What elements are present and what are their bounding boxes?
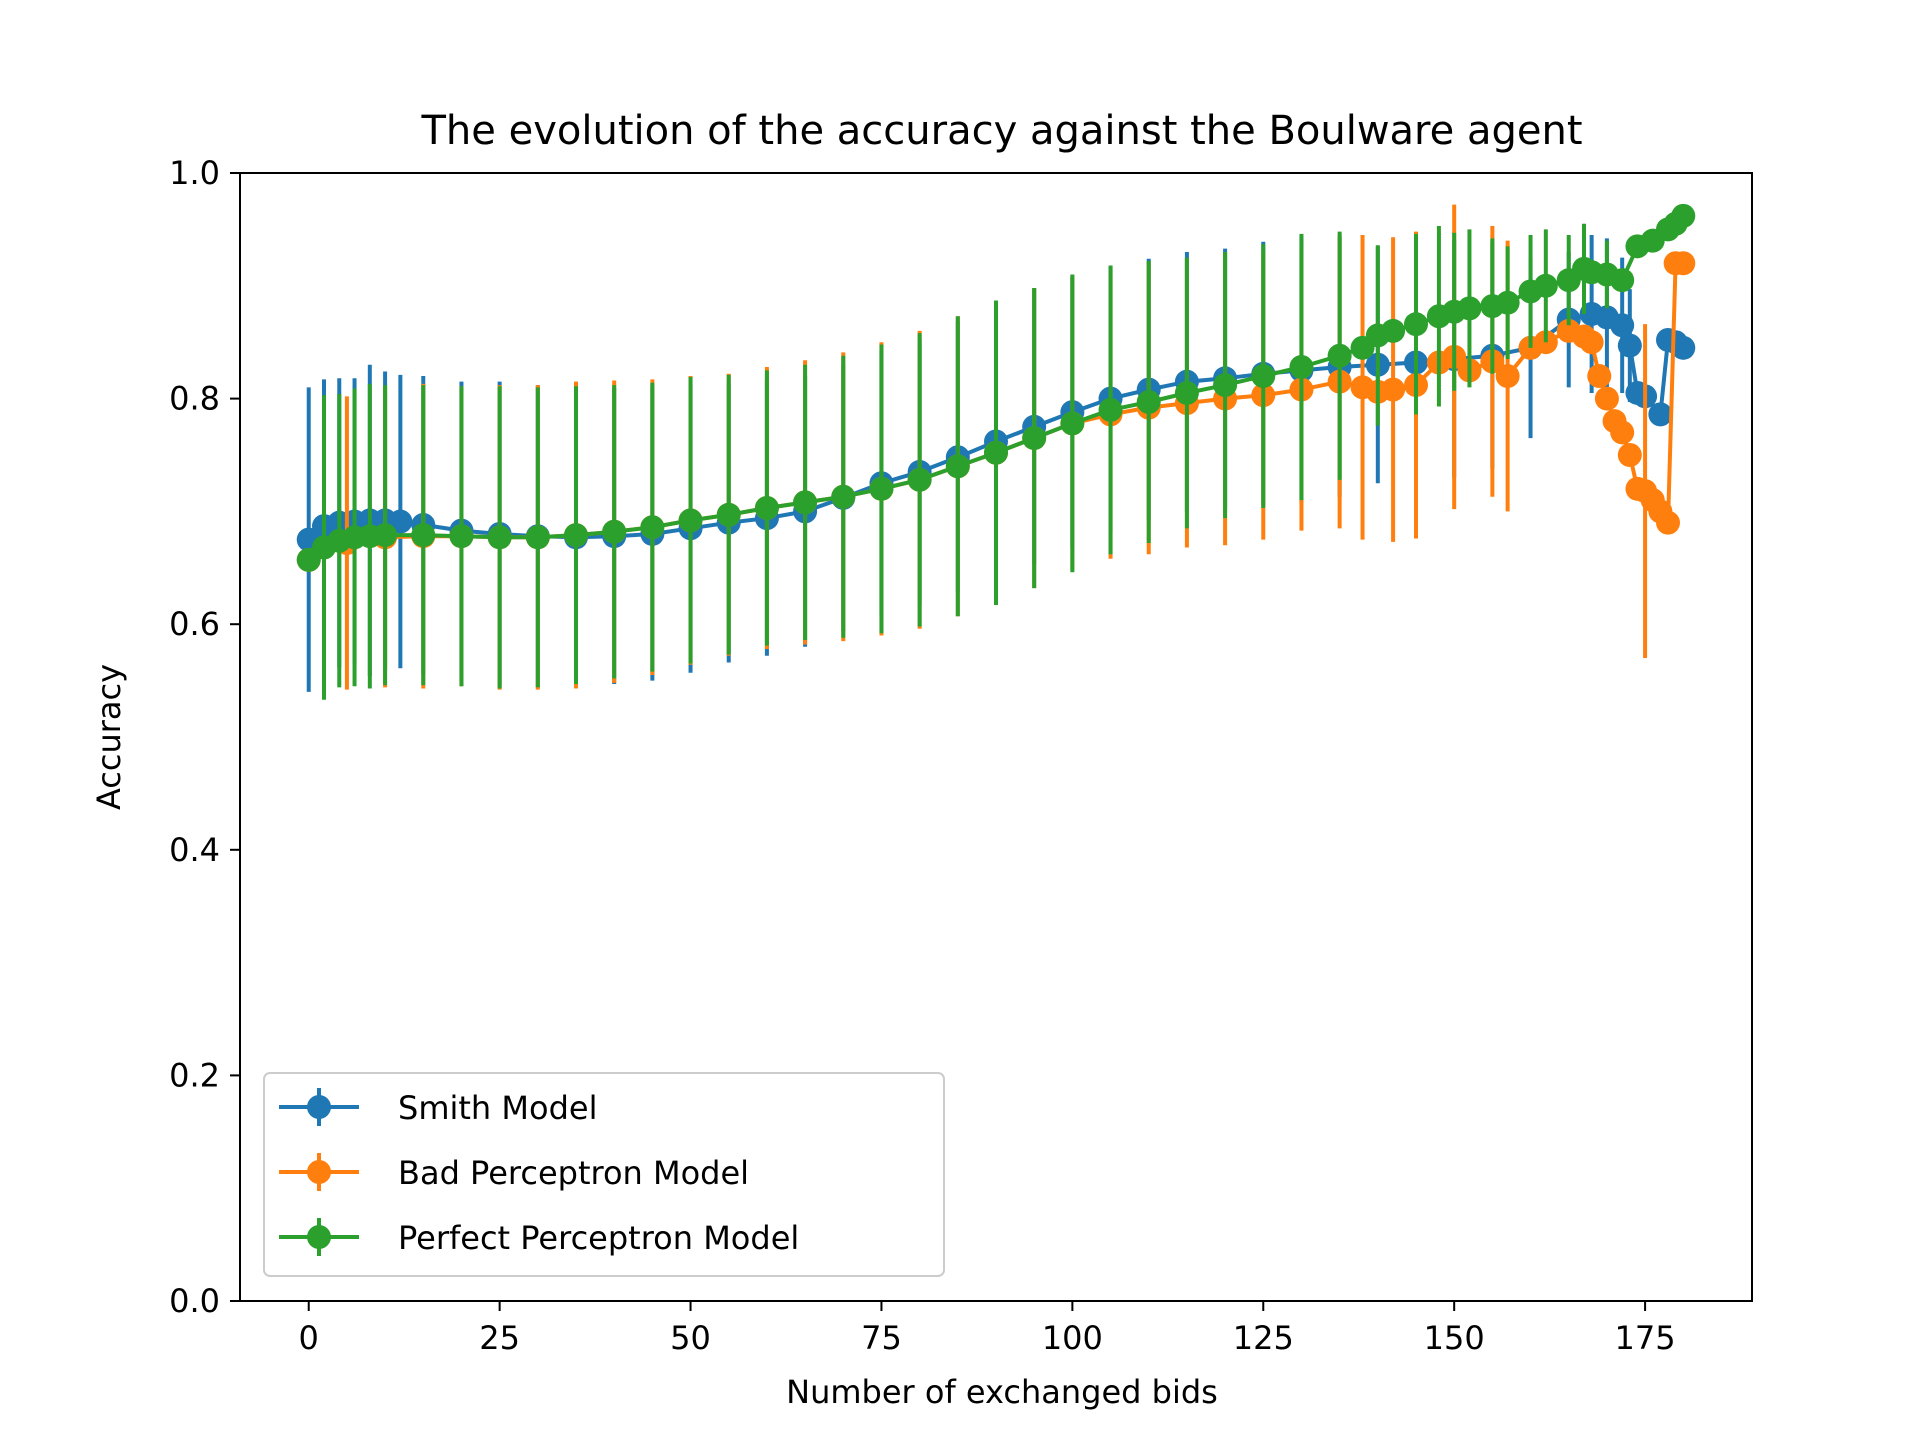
data-point [1404, 312, 1428, 337]
x-tick-label: 75 [861, 1319, 902, 1357]
data-point [1579, 330, 1604, 355]
data-point [678, 508, 703, 533]
data-point [1213, 373, 1238, 398]
x-axis-label: Number of exchanged bids [786, 1373, 1218, 1411]
x-tick-label: 0 [299, 1319, 319, 1357]
data-point [754, 496, 779, 521]
y-tick-label: 0.4 [169, 831, 220, 869]
data-point [1457, 296, 1482, 321]
x-axis: 0 25 50 75 100 125 150 175 [299, 1301, 1676, 1357]
data-point [449, 524, 474, 549]
data-point [793, 490, 818, 515]
data-point [1671, 335, 1696, 360]
data-point [1648, 402, 1673, 427]
legend-entry-smith: Smith Model [279, 1088, 597, 1127]
y-axis-label: Accuracy [90, 664, 128, 810]
data-point [1495, 290, 1520, 315]
data-point [1671, 203, 1696, 228]
series-layer [296, 203, 1696, 700]
data-point [1656, 510, 1680, 535]
data-point [1289, 355, 1314, 380]
x-tick-label: 50 [670, 1319, 711, 1357]
data-point [869, 476, 894, 501]
data-point [1060, 411, 1085, 436]
data-point [831, 484, 856, 509]
data-point [1610, 420, 1635, 445]
data-point [984, 440, 1008, 465]
data-point [602, 519, 627, 544]
data-point [1136, 389, 1161, 414]
y-axis: 0.0 0.2 0.4 0.6 0.8 1.0 [169, 154, 240, 1320]
data-point [1610, 268, 1635, 293]
data-point [1617, 333, 1642, 358]
series-2 [296, 203, 1696, 700]
data-point [1327, 343, 1352, 368]
data-point [525, 525, 550, 550]
data-point [1594, 386, 1619, 411]
data-point [564, 523, 588, 548]
legend-marker-bad-perceptron [307, 1160, 331, 1184]
x-tick-label: 125 [1233, 1319, 1294, 1357]
data-point [1098, 397, 1123, 422]
y-tick-label: 0.6 [169, 605, 220, 643]
legend-entry-perfect-perceptron: Perfect Perceptron Model [279, 1218, 799, 1257]
y-tick-label: 1.0 [169, 154, 220, 192]
legend-label-perfect-perceptron: Perfect Perceptron Model [398, 1219, 799, 1257]
data-point [1495, 364, 1520, 389]
x-tick-label: 175 [1615, 1319, 1676, 1357]
data-point [1617, 443, 1642, 467]
data-point [411, 523, 436, 548]
data-point [945, 454, 970, 479]
data-point [1381, 377, 1406, 402]
legend: Smith Model Bad Perceptron Model Perfect… [263, 1072, 945, 1277]
legend-label-smith: Smith Model [398, 1089, 597, 1127]
legend-entry-bad-perceptron: Bad Perceptron Model [279, 1153, 749, 1192]
x-tick-label: 150 [1424, 1319, 1485, 1357]
y-tick-label: 0.0 [169, 1282, 220, 1320]
legend-frame [263, 1072, 945, 1277]
data-point [1587, 364, 1612, 389]
data-point [1174, 380, 1199, 405]
chart-title: The evolution of the accuracy against th… [421, 108, 1583, 154]
data-point [716, 502, 741, 527]
x-tick-label: 100 [1042, 1319, 1103, 1357]
y-tick-label: 0.2 [169, 1056, 220, 1094]
data-point [1671, 251, 1696, 276]
data-point [907, 467, 932, 492]
data-point [487, 525, 512, 550]
data-point [1610, 313, 1635, 338]
legend-label-bad-perceptron: Bad Perceptron Model [398, 1154, 749, 1192]
legend-marker-smith [307, 1095, 331, 1119]
legend-marker-perfect-perceptron [307, 1225, 331, 1249]
data-point [1022, 426, 1047, 451]
data-point [1251, 364, 1276, 389]
data-point [1381, 318, 1406, 343]
data-point [640, 515, 665, 540]
x-tick-label: 25 [479, 1319, 520, 1357]
data-point [1533, 273, 1558, 298]
y-tick-label: 0.8 [169, 380, 220, 418]
plot-frame [239, 172, 1753, 1302]
data-point [373, 523, 398, 548]
